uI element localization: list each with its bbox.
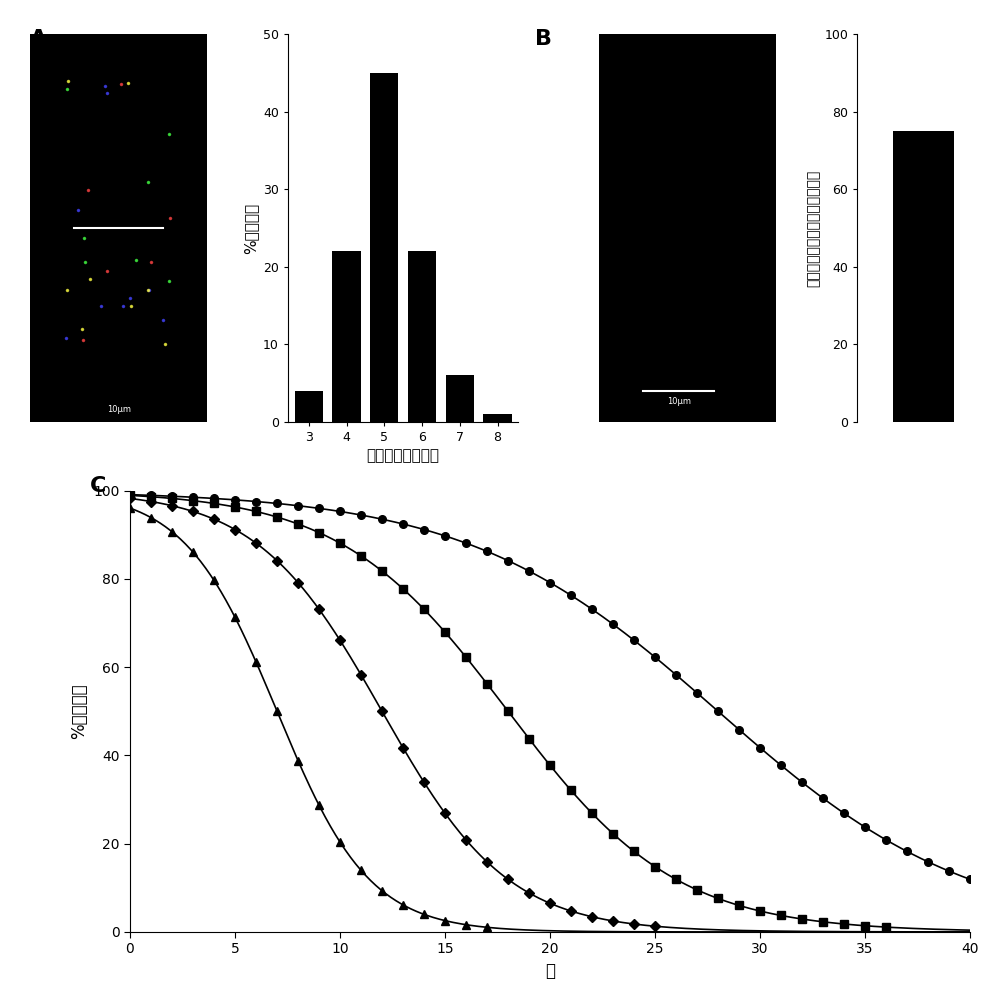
X-axis label: 每条菌丝体细胞数: 每条菌丝体细胞数 [367, 448, 440, 463]
Text: 10μm: 10μm [667, 397, 691, 406]
Text: A: A [30, 29, 47, 49]
Text: B: B [535, 29, 552, 49]
X-axis label: 代: 代 [545, 962, 555, 980]
Y-axis label: 分离的细胞中菌丝体细胞百分数: 分离的细胞中菌丝体细胞百分数 [806, 170, 820, 286]
Y-axis label: %总细胞数: %总细胞数 [244, 202, 259, 254]
Bar [483, 414, 512, 422]
Bar [370, 74, 398, 422]
Bar [332, 251, 361, 422]
Y-axis label: %存活细胞: %存活细胞 [70, 684, 88, 739]
Bar [408, 251, 436, 422]
Bar [295, 390, 323, 422]
Text: C: C [90, 476, 106, 495]
Bar [893, 131, 954, 422]
Text: 10μm: 10μm [107, 405, 131, 414]
Bar [446, 376, 474, 422]
